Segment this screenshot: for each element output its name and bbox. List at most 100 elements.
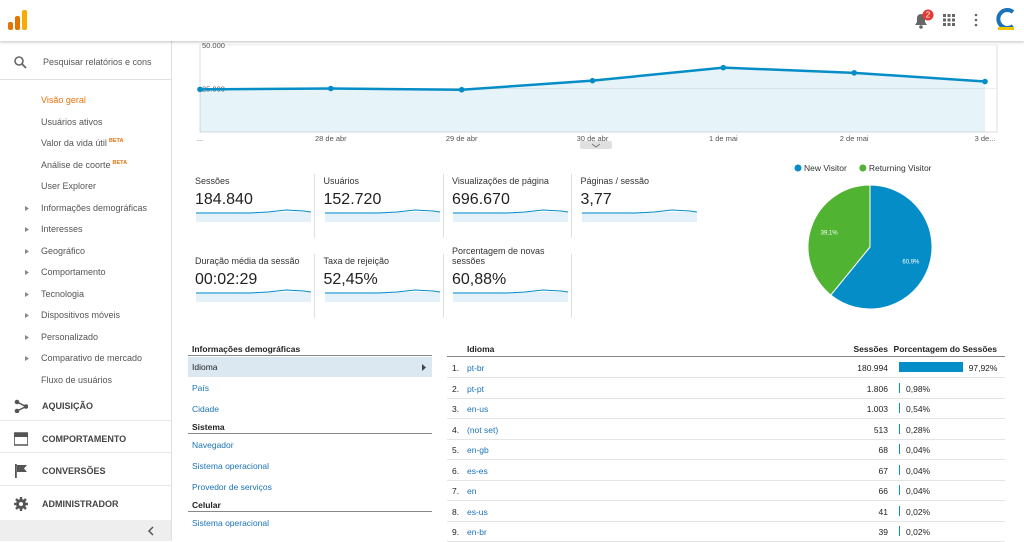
dimension-item[interactable]: Navegador [192, 440, 234, 450]
beta-badge: BETA [112, 159, 128, 166]
row-divider [447, 397, 1005, 399]
tile-divider [314, 254, 315, 318]
nav-section[interactable]: ADMINISTRADOR [42, 498, 119, 509]
selected-row [188, 357, 432, 377]
account-avatar[interactable] [995, 7, 1019, 33]
nav-item[interactable]: Personalizado [41, 332, 98, 342]
divider [188, 433, 432, 434]
row-name[interactable]: (not set) [467, 424, 499, 435]
percent-bar [899, 485, 900, 495]
dimension-item[interactable]: Sistema operacional [192, 518, 270, 528]
metric-value: 60,88% [452, 271, 507, 288]
icon-part [17, 465, 27, 472]
row-divider [447, 479, 1005, 481]
pie-slice [830, 184, 933, 310]
row-name[interactable]: en [467, 486, 477, 496]
divider [447, 356, 1005, 357]
arrow [25, 270, 29, 275]
row-rank: 1. [452, 363, 460, 373]
apps-icon[interactable] [943, 14, 955, 26]
percent-bar [899, 444, 900, 454]
metric-value: 152.720 [323, 191, 382, 208]
collapse-bar[interactable] [0, 520, 171, 541]
nav-section[interactable]: CONVERSÕES [42, 466, 106, 476]
row-name[interactable]: pt-pt [467, 383, 485, 394]
nav-label: Comparativo de mercado [41, 353, 143, 363]
pie-label: 60,9% [902, 260, 920, 266]
logo[interactable] [8, 10, 28, 32]
sparkline-area [324, 292, 440, 302]
nav-item[interactable]: Interesses [41, 224, 83, 234]
tile-divider [571, 254, 572, 318]
nav-item[interactable]: Geográfico [41, 246, 85, 256]
row-rank: 2. [452, 383, 460, 394]
percent-label: 0,04% [906, 486, 931, 496]
dimension-item[interactable]: Provedor de serviços [192, 482, 272, 492]
nav-item[interactable]: User Explorer [41, 181, 96, 191]
sparkline-area [453, 212, 568, 222]
sparkline [324, 289, 440, 302]
pie-chart: New Visitor Returning Visitor 60,9% 39,1% [794, 163, 933, 310]
sparkline [453, 209, 568, 222]
row-name[interactable]: es-us [467, 506, 488, 517]
metric-value: 00:02:29 [195, 271, 258, 288]
dimension-item[interactable]: Sistema operacional [192, 461, 270, 471]
metric-value: 184.840 [195, 191, 253, 208]
x-tick-label: 1 de mai [709, 134, 738, 143]
percent-label: 0,28% [906, 424, 931, 435]
row-sessions: 180.994 [857, 363, 888, 373]
row-name[interactable]: en-us [467, 404, 489, 414]
beta-badge: BETA [108, 138, 124, 144]
sparkline-line [324, 209, 440, 214]
row-name[interactable]: en-br [467, 527, 487, 537]
expand-arrow [25, 248, 29, 254]
table-header: Idioma [467, 344, 495, 354]
metric-value: 52,45% [323, 271, 378, 288]
y-tick-label: 50.000 [202, 41, 225, 50]
nav-item[interactable]: Visão geral [41, 95, 86, 105]
dimension-item[interactable]: Cidade [192, 404, 219, 414]
area [200, 67, 985, 132]
search-box[interactable]: Pesquisar relatórios e cons [43, 57, 152, 67]
nav-item[interactable]: Valor da vida útil BETA [41, 138, 123, 148]
chart-resize-handle[interactable] [580, 141, 612, 150]
nav-label: Dispositivos móveis [41, 310, 121, 320]
row-sessions: 67 [878, 465, 888, 476]
menu-icon[interactable] [973, 13, 979, 27]
nav-item[interactable]: Usuários ativos [41, 117, 103, 127]
sparkline-area [581, 212, 697, 222]
nav-item[interactable]: Informações demográficas [41, 203, 147, 213]
x-tick-label: ... [197, 134, 203, 143]
nav-item[interactable]: Comportamento [41, 267, 106, 277]
row-name[interactable]: en-gb [467, 445, 489, 455]
sparkline [324, 209, 440, 222]
row-name[interactable]: es-es [467, 465, 488, 476]
row-sessions: 68 [878, 445, 888, 455]
nav-item[interactable]: Fluxo de usuários [41, 375, 112, 385]
nav-item[interactable]: Comparativo de mercado [41, 353, 142, 363]
nav-label: Análise de coorte [41, 159, 111, 170]
metric-label: Visualizações de página [452, 176, 549, 186]
divider [188, 355, 432, 356]
nav-section[interactable]: COMPORTAMENTO [42, 433, 127, 444]
percent-label: 0,54% [906, 404, 931, 414]
row-name[interactable]: pt-br [467, 363, 485, 373]
pie-slice [807, 184, 871, 296]
nav-item[interactable]: Tecnologia [41, 289, 84, 299]
sparkline-area [453, 292, 568, 302]
expand-arrow [25, 291, 29, 297]
nav-section[interactable]: AQUISIÇÃO [42, 401, 94, 411]
notifications[interactable]: 2 [912, 9, 938, 31]
nav-item[interactable]: Dispositivos móveis [41, 310, 120, 320]
nav-item[interactable]: Análise de coorte BETA [41, 160, 127, 170]
tile-divider [314, 174, 315, 238]
sparkline [196, 209, 311, 222]
dimension-item[interactable]: País [192, 383, 210, 393]
nav-label: User Explorer [41, 181, 97, 191]
row-rank: 5. [452, 445, 460, 455]
nav-label: Usuários ativos [41, 116, 103, 127]
collapse-icon[interactable] [147, 526, 155, 536]
metric-label: Sessões [195, 176, 230, 186]
dimension-item[interactable]: Idioma [192, 362, 218, 372]
